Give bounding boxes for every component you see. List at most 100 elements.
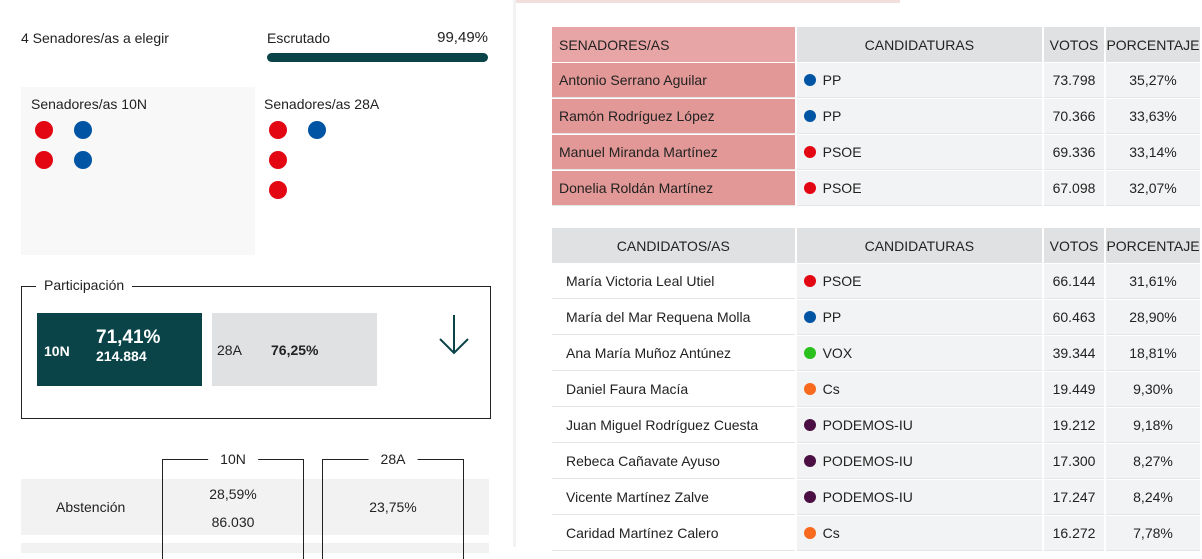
party-name: PODEMOS-IU: [822, 417, 913, 433]
candidate-name: Juan Miguel Rodríguez Cuesta: [552, 408, 795, 443]
party-cell: PODEMOS-IU: [796, 480, 1043, 515]
column-header[interactable]: PORCENTAJE: [1106, 228, 1200, 263]
column-28a: 28A: [322, 451, 464, 559]
party-cell: Cs: [796, 516, 1043, 551]
party-name: Cs: [822, 525, 840, 541]
party-color-dot-icon: [803, 347, 816, 359]
party-cell: VOX: [796, 336, 1043, 371]
party-color-dot-icon: [803, 110, 816, 122]
party-name: PSOE: [822, 144, 862, 160]
party-cell: PSOE: [796, 264, 1043, 299]
votes: 73.798: [1044, 63, 1104, 98]
votes: 19.212: [1044, 408, 1104, 443]
senator-seat-dot: [269, 181, 287, 199]
party-cell: PODEMOS-IU: [796, 444, 1043, 479]
percentage: 8,24%: [1106, 480, 1200, 515]
table-row: María del Mar Requena Molla PP 60.463 28,90…: [552, 300, 1200, 335]
candidate-name: María del Mar Requena Molla: [552, 300, 795, 335]
percentage: 9,18%: [1106, 408, 1200, 443]
senator-seat-dot: [269, 121, 287, 139]
senator-seat-dot: [74, 151, 92, 169]
column-header[interactable]: CANDIDATURAS: [796, 228, 1043, 263]
column-header[interactable]: PORCENTAJE: [1105, 27, 1200, 62]
participation-10n-card: 10N 71,41% 214.884: [37, 313, 202, 386]
candidates-table: CANDIDATOS/AS CANDIDATURAS VOTOS PORCENTAJE…: [550, 227, 1202, 552]
participation-28a-label: 28A: [217, 342, 242, 358]
votes: 19.449: [1044, 372, 1104, 407]
candidate-name: Daniel Faura Macía: [552, 372, 795, 407]
column-header[interactable]: VOTOS: [1044, 27, 1104, 62]
column-header[interactable]: CANDIDATOS/AS: [552, 228, 795, 263]
column-28a-label: 28A: [368, 451, 418, 467]
table-header-row: CANDIDATOS/AS CANDIDATURAS VOTOS PORCENTAJE: [552, 228, 1200, 263]
party-color-dot-icon: [803, 419, 816, 431]
table-row: Donelia Roldán Martínez PSOE 67.098 32,07%: [552, 171, 1200, 206]
seats-label: 4 Senadores/as a elegir: [21, 30, 169, 46]
candidate-name: Rebeca Cañavate Ayuso: [552, 444, 795, 479]
percentage: 9,30%: [1106, 372, 1200, 407]
party-name: PP: [822, 72, 842, 88]
percentage: 8,27%: [1106, 444, 1200, 479]
participation-10n-pct: 71,41%: [96, 327, 161, 348]
arrow-down-icon: [439, 315, 469, 355]
candidate-name: Ramón Rodríguez López: [552, 99, 795, 134]
candidate-name: Ana María Muñoz Antúnez: [552, 336, 795, 371]
votes: 69.336: [1044, 135, 1104, 170]
votes: 39.344: [1044, 336, 1104, 371]
senator-seat-dot: [74, 121, 92, 139]
party-color-dot-icon: [803, 455, 816, 467]
party-name: VOX: [822, 345, 853, 361]
table-row: Vicente Martínez Zalve PODEMOS-IU 17.247 8,…: [552, 480, 1200, 515]
party-color-dot-icon: [803, 182, 816, 194]
column-10n: 10N: [162, 451, 304, 559]
party-cell: PP: [796, 99, 1043, 134]
candidate-name: Vicente Martínez Zalve: [552, 480, 795, 515]
party-cell: PSOE: [796, 171, 1043, 206]
candidate-name: Caridad Martínez Calero: [552, 516, 795, 551]
percentage: 33,63%: [1105, 99, 1200, 134]
percentage: 31,61%: [1106, 264, 1200, 299]
party-color-dot-icon: [803, 146, 816, 158]
table-row: Manuel Miranda Martínez PSOE 69.336 33,14%: [552, 135, 1200, 170]
scrutiny-value: 99,49%: [437, 29, 488, 46]
party-color-dot-icon: [803, 74, 816, 86]
summary-panel: 4 Senadores/as a elegir Escrutado 99,49%…: [0, 0, 513, 559]
abstention-10n-pct: 28,59%: [209, 486, 257, 502]
party-cell: PODEMOS-IU: [796, 408, 1043, 443]
table-row: Daniel Faura Macía Cs 19.449 9,30%: [552, 372, 1200, 407]
party-color-dot-icon: [803, 527, 816, 539]
party-cell: PP: [796, 63, 1043, 98]
participation-legend: Participación: [36, 277, 133, 293]
votes: 17.247: [1044, 480, 1104, 515]
participation-28a-card: 28A 76,25%: [212, 313, 377, 386]
senators-28a-title: Senadores/as 28A: [264, 96, 380, 112]
abstention-row: Abstención 28,59% 86.030 23,75%: [21, 479, 489, 535]
abstention-label: Abstención: [56, 499, 126, 515]
table-row: Ramón Rodríguez López PP 70.366 33,63%: [552, 99, 1200, 134]
senator-seat-dot: [35, 121, 53, 139]
column-header[interactable]: SENADORES/AS: [552, 27, 795, 62]
party-cell: PP: [796, 300, 1043, 335]
column-header[interactable]: VOTOS: [1044, 228, 1104, 263]
abstention-28a-pct: 23,75%: [369, 499, 417, 515]
party-name: PSOE: [822, 273, 862, 289]
top-accent-line: [430, 0, 900, 3]
party-color-dot-icon: [803, 491, 816, 503]
scrutiny-label: Escrutado: [267, 30, 331, 46]
table-row: Caridad Martínez Calero Cs 16.272 7,78%: [552, 516, 1200, 551]
candidate-name: María Victoria Leal Utiel: [552, 264, 795, 299]
votes: 16.272: [1044, 516, 1104, 551]
votes: 66.144: [1044, 264, 1104, 299]
percentage: 32,07%: [1105, 171, 1200, 206]
participation-28a-pct: 76,25%: [271, 342, 319, 358]
participation-box: Participación 10N 71,41% 214.884 28A 76,…: [21, 277, 491, 419]
votes: 17.300: [1044, 444, 1104, 479]
senator-seat-dot: [35, 151, 53, 169]
column-header[interactable]: CANDIDATURAS: [796, 27, 1043, 62]
senators-28a-box: Senadores/as 28A: [255, 87, 489, 217]
party-color-dot-icon: [803, 383, 816, 395]
party-name: PODEMOS-IU: [822, 453, 913, 469]
table-row: Rebeca Cañavate Ayuso PODEMOS-IU 17.300 8,2…: [552, 444, 1200, 479]
party-name: PP: [822, 108, 842, 124]
percentage: 18,81%: [1106, 336, 1200, 371]
